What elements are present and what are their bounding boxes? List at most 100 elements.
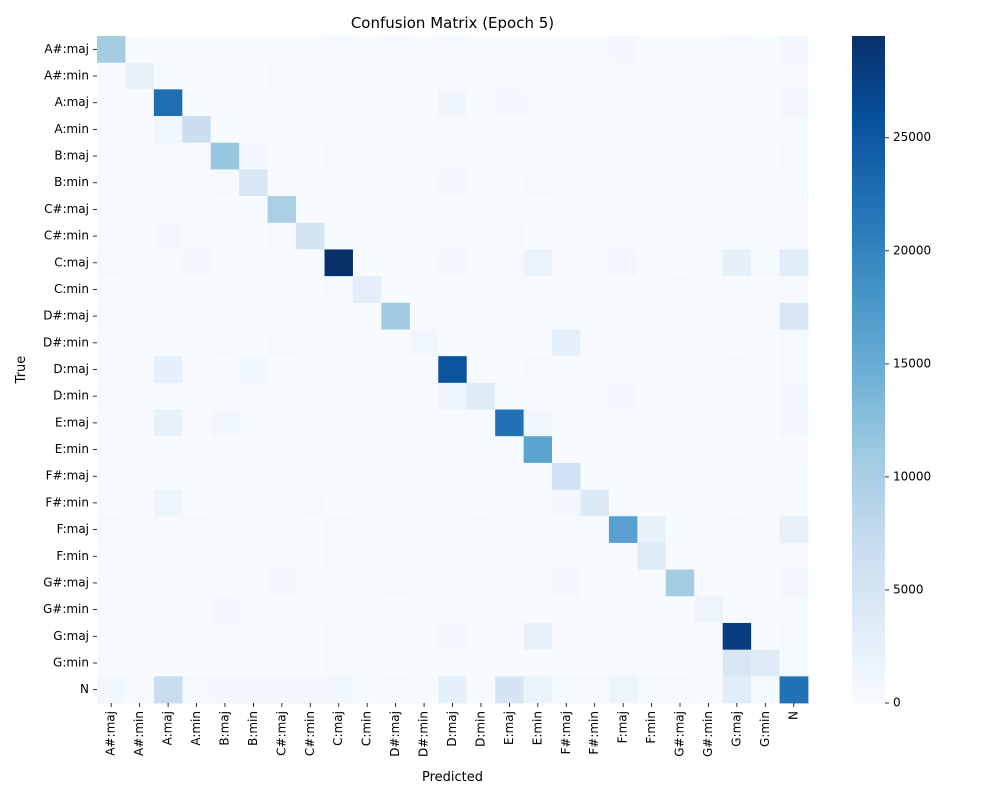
heatmap-cell: [637, 116, 667, 144]
heatmap-cell: [552, 436, 581, 464]
heatmap-cell: [182, 36, 212, 64]
heatmap-cell: [694, 462, 724, 490]
heatmap-cell: [495, 302, 524, 330]
heatmap-cell: [239, 89, 269, 117]
heatmap-cell: [296, 356, 325, 384]
heatmap-cell: [182, 89, 212, 117]
heatmap-cell: [438, 436, 468, 464]
heatmap-cell: [722, 676, 752, 704]
heatmap-cell: [296, 489, 325, 517]
heatmap-cell: [97, 356, 126, 384]
heatmap-cell: [125, 116, 155, 144]
heatmap-cell: [580, 516, 610, 544]
heatmap-cell: [495, 89, 524, 117]
heatmap-cell: [125, 249, 155, 277]
heatmap-cell: [438, 462, 468, 490]
heatmap-cell: [324, 302, 354, 330]
heatmap-cell: [495, 409, 524, 437]
heatmap-cell: [637, 329, 667, 357]
heatmap-cell: [153, 382, 183, 410]
heatmap-cell: [466, 382, 496, 410]
heatmap-cell: [466, 329, 496, 357]
heatmap-cell: [722, 196, 752, 224]
heatmap-cell: [210, 649, 240, 677]
heatmap-cell: [779, 489, 809, 517]
heatmap-cell: [580, 89, 610, 117]
heatmap-cell: [324, 276, 354, 304]
heatmap-cell: [438, 596, 468, 624]
heatmap-cell: [352, 436, 382, 464]
chart-title: Confusion Matrix (Epoch 5): [351, 14, 554, 32]
heatmap-cell: [296, 516, 325, 544]
heatmap-cell: [552, 142, 581, 170]
heatmap-cell: [580, 276, 610, 304]
heatmap-cell: [153, 649, 183, 677]
heatmap-cell: [637, 462, 667, 490]
heatmap-cell: [210, 622, 240, 651]
x-tick-label: A:maj: [161, 711, 175, 745]
heatmap-cell: [352, 249, 382, 277]
heatmap-cell: [153, 222, 183, 250]
heatmap-cell: [210, 302, 240, 330]
heatmap-cell: [637, 489, 667, 517]
heatmap-cell: [779, 649, 809, 677]
heatmap-cell: [580, 356, 610, 384]
heatmap-cell: [210, 89, 240, 117]
heatmap-cell: [381, 276, 411, 304]
heatmap-cell: [296, 276, 325, 304]
heatmap-cell: [324, 516, 354, 544]
heatmap-cell: [381, 142, 411, 170]
heatmap-cell: [495, 516, 524, 544]
heatmap-cell: [694, 276, 724, 304]
heatmap-cell: [523, 462, 553, 490]
heatmap-cell: [267, 116, 297, 144]
heatmap-cell: [182, 676, 212, 704]
heatmap-cell: [466, 116, 496, 144]
heatmap-cell: [694, 489, 724, 517]
heatmap-cell: [438, 329, 468, 357]
heatmap-cell: [352, 542, 382, 570]
heatmap-cell: [523, 222, 553, 250]
heatmap-cell: [125, 329, 155, 357]
heatmap-cell: [580, 382, 610, 410]
heatmap-cell: [665, 462, 695, 490]
heatmap-cell: [665, 649, 695, 677]
y-tick-label: G:maj: [53, 629, 89, 643]
y-tick-label: N: [80, 682, 89, 696]
colorbar: [852, 36, 885, 703]
heatmap-cell: [153, 462, 183, 490]
x-tick-label: A:min: [189, 711, 203, 746]
heatmap-cell: [665, 382, 695, 410]
heatmap-cell: [296, 142, 325, 170]
heatmap-cell: [153, 596, 183, 624]
heatmap-cell: [694, 142, 724, 170]
y-tick-label: G#:maj: [43, 575, 89, 589]
heatmap-cell: [751, 542, 780, 570]
heatmap-cell: [210, 276, 240, 304]
heatmap-cell: [125, 276, 155, 304]
heatmap-cell: [722, 436, 752, 464]
heatmap-cell: [495, 569, 524, 597]
heatmap-cell: [665, 169, 695, 197]
heatmap-cell: [779, 542, 809, 570]
heatmap-cell: [438, 36, 468, 64]
x-tick-label: G#:maj: [673, 711, 687, 757]
heatmap-cell: [352, 382, 382, 410]
heatmap-cell: [608, 329, 638, 357]
heatmap-cell: [352, 569, 382, 597]
heatmap-cell: [239, 196, 269, 224]
heatmap-cell: [153, 36, 183, 64]
heatmap-cell: [751, 142, 780, 170]
heatmap-cell: [438, 382, 468, 410]
heatmap-cell: [210, 169, 240, 197]
heatmap-cell: [722, 36, 752, 64]
heatmap-cell: [182, 542, 212, 570]
y-tick-label: C#:maj: [44, 202, 89, 216]
heatmap-cell: [324, 436, 354, 464]
heatmap-cell: [722, 462, 752, 490]
colorbar-tick-label: 20000: [893, 243, 931, 257]
heatmap-cell: [580, 249, 610, 277]
heatmap-cell: [637, 302, 667, 330]
heatmap-cell: [665, 62, 695, 90]
heatmap-cell: [296, 436, 325, 464]
